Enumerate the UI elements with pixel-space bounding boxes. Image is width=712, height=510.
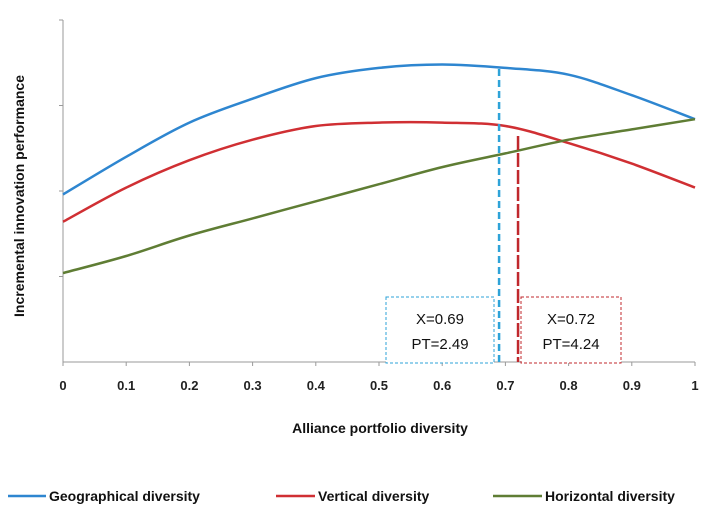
- legend-item-geographical: Geographical diversity: [8, 488, 200, 504]
- x-tick-label: 0: [59, 378, 66, 393]
- x-tick-label: 0.9: [623, 378, 641, 393]
- x-tick-label: 0.1: [117, 378, 135, 393]
- legend-item-horizontal: Horizontal diversity: [493, 488, 675, 504]
- legend-label: Geographical diversity: [49, 488, 200, 504]
- annotation-pt-value: PT=2.49: [411, 336, 468, 353]
- annotation-x-value: X=0.72: [547, 311, 595, 328]
- legend: Geographical diversity Vertical diversity…: [8, 488, 675, 504]
- legend-item-vertical: Vertical diversity: [276, 488, 430, 504]
- x-axis-title: Alliance portfolio diversity: [292, 420, 468, 436]
- annotation-layer: X=0.69 PT=2.49 X=0.72 PT=4.24: [385, 69, 622, 364]
- annotation-border: [385, 296, 495, 364]
- y-axis-title: Incremental innovation performance: [11, 75, 27, 317]
- x-tick-label: 0.6: [433, 378, 451, 393]
- x-tick-label: 0.8: [560, 378, 578, 393]
- x-tick-label: 0.4: [307, 378, 326, 393]
- annotation-pt-value: PT=4.24: [542, 336, 599, 353]
- axes: 0 0.1 0.2 0.3 0.4 0.5 0.6 0.7 0.8 0.9 1: [59, 19, 699, 393]
- annotation-border: [520, 296, 622, 364]
- legend-label: Horizontal diversity: [545, 488, 675, 504]
- annotation-box-vertical: X=0.72 PT=4.24: [520, 296, 622, 364]
- series-layer: [62, 63, 696, 275]
- annotation-x-value: X=0.69: [416, 311, 464, 328]
- annotation-box-geographical: X=0.69 PT=2.49: [385, 296, 495, 364]
- x-tick-label: 0.3: [244, 378, 262, 393]
- series-line-horizontal: [62, 117, 696, 275]
- legend-label: Vertical diversity: [318, 488, 430, 504]
- series-line-vertical: [62, 120, 696, 223]
- x-tick-label: 0.7: [496, 378, 514, 393]
- x-tick-label: 1: [691, 378, 698, 393]
- x-tick-label: 0.2: [180, 378, 198, 393]
- x-tick-label: 0.5: [370, 378, 388, 393]
- series-line-geographical: [62, 63, 696, 196]
